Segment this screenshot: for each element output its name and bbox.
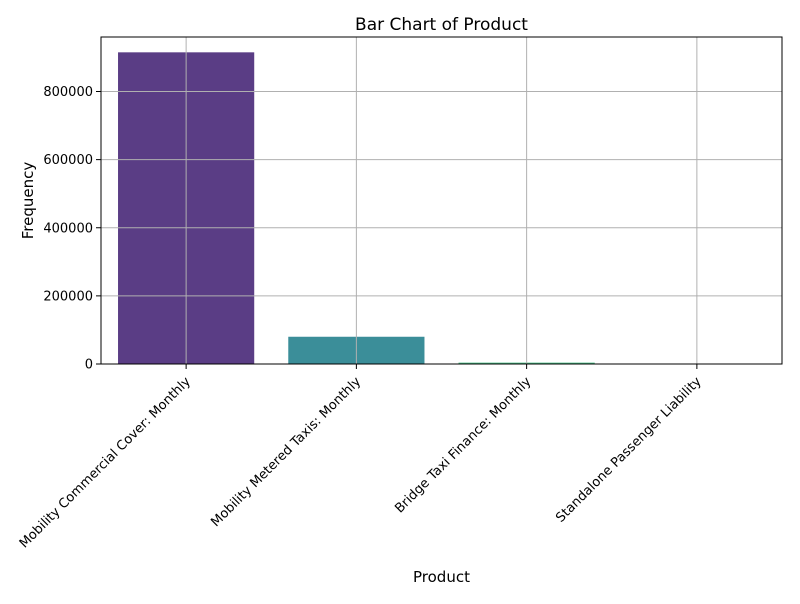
x-axis-label: Product <box>413 568 470 586</box>
x-tick-label: Mobility Commercial Cover: Monthly <box>17 374 194 551</box>
y-tick-label: 800000 <box>43 85 93 100</box>
x-tick-label: Mobility Metered Taxis: Monthly <box>208 374 364 530</box>
x-tick-label: Standalone Passenger Liability <box>553 374 705 526</box>
y-tick-label: 400000 <box>43 221 93 236</box>
x-tick-label: Bridge Taxi Finance: Monthly <box>392 374 534 516</box>
chart-title: Bar Chart of Product <box>355 15 528 35</box>
y-axis-label: Frequency <box>19 162 37 240</box>
y-tick-label: 0 <box>85 358 93 373</box>
y-tick-label: 600000 <box>43 153 93 168</box>
y-tick-label: 200000 <box>43 289 93 304</box>
bars-layer <box>118 52 765 364</box>
